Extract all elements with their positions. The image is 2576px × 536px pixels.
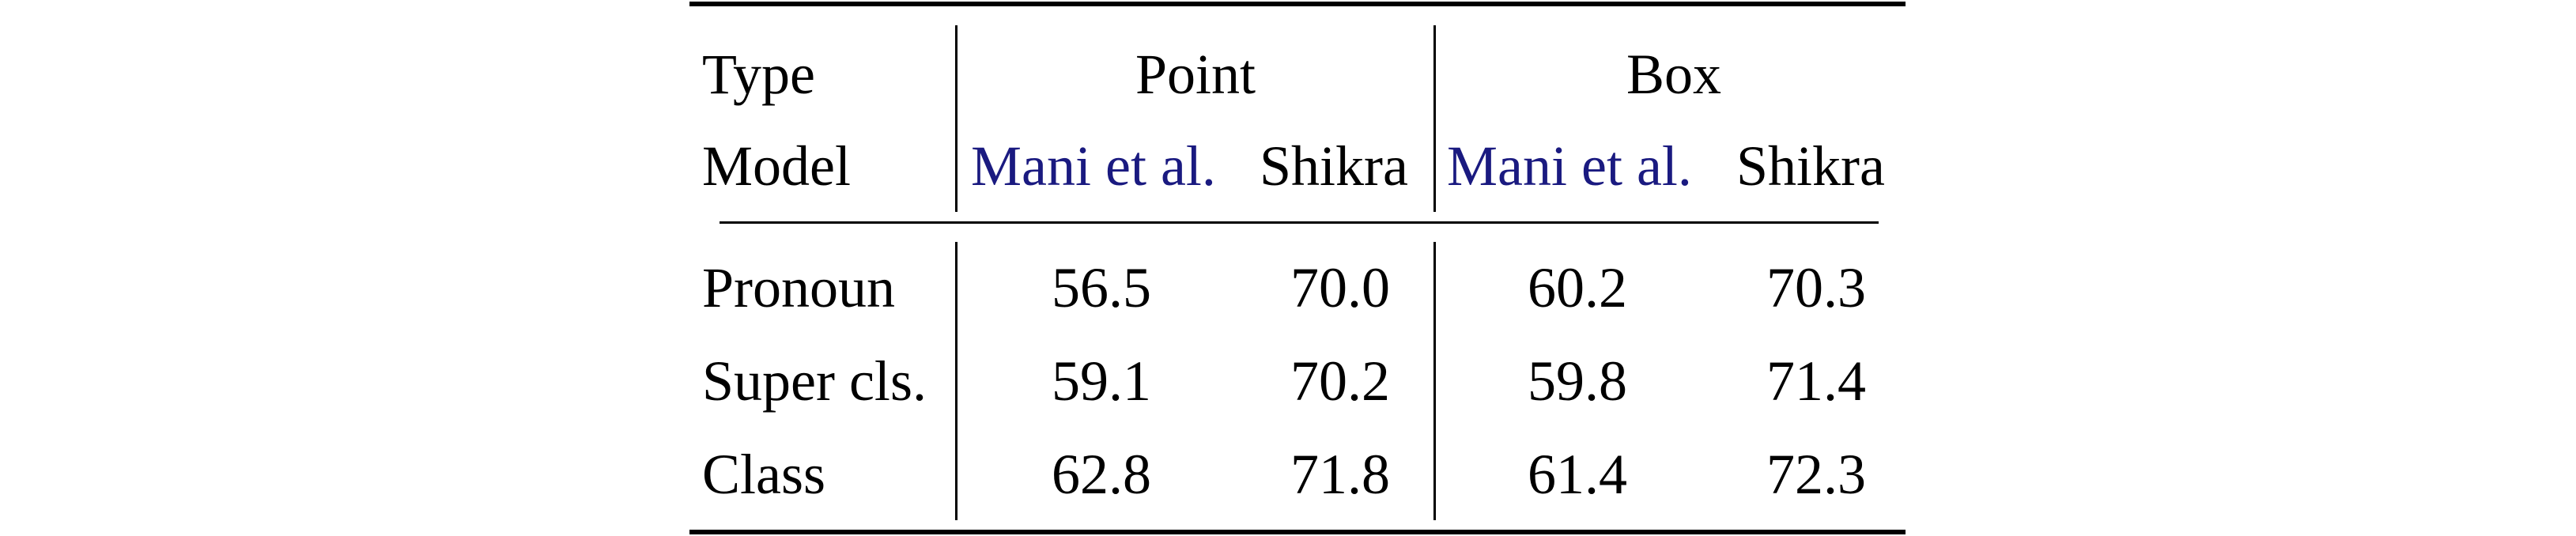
table-header-rule (720, 221, 1879, 224)
cell-pronoun-point-shikra: 70.0 (1290, 256, 1390, 319)
row-label-super-cls: Super cls. (702, 349, 927, 413)
header-group-point: Point (1135, 43, 1256, 106)
header-type-label: Type (702, 43, 815, 106)
header-model-shikra-box: Shikra (1736, 134, 1885, 198)
cell-pronoun-box-shikra: 70.3 (1766, 256, 1866, 319)
cell-class-box-shikra: 72.3 (1766, 443, 1866, 506)
cell-class-point-shikra: 71.8 (1290, 443, 1390, 506)
table-top-rule (689, 2, 1906, 6)
column-separator-body-1 (955, 242, 958, 520)
cell-supercls-point-shikra: 70.2 (1290, 349, 1390, 413)
cell-pronoun-point-mani: 56.5 (1052, 256, 1151, 319)
cell-class-point-mani: 62.8 (1052, 443, 1151, 506)
table-bottom-rule (689, 530, 1906, 534)
header-model-shikra-point: Shikra (1260, 134, 1408, 198)
column-separator-header-2 (1433, 25, 1436, 212)
cell-pronoun-box-mani: 60.2 (1528, 256, 1627, 319)
header-model-mani-box: Mani et al. (1447, 134, 1692, 198)
header-model-label: Model (702, 134, 851, 198)
header-model-mani-point: Mani et al. (971, 134, 1216, 198)
column-separator-body-2 (1433, 242, 1436, 520)
cell-supercls-point-mani: 59.1 (1052, 349, 1151, 413)
cell-class-box-mani: 61.4 (1528, 443, 1627, 506)
header-group-box: Box (1626, 43, 1722, 106)
row-label-pronoun: Pronoun (702, 256, 896, 319)
cell-supercls-box-shikra: 71.4 (1766, 349, 1866, 413)
column-separator-header-1 (955, 25, 958, 212)
row-label-class: Class (702, 443, 826, 506)
cell-supercls-box-mani: 59.8 (1528, 349, 1627, 413)
